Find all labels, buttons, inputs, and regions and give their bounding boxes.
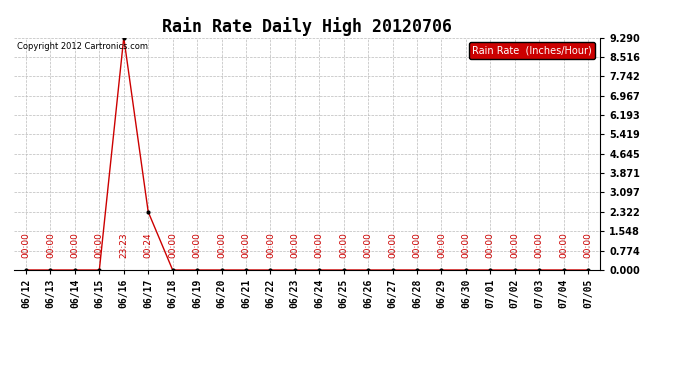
Text: 00:00: 00:00: [413, 232, 422, 258]
Text: 00:00: 00:00: [584, 232, 593, 258]
Legend: Rain Rate  (Inches/Hour): Rain Rate (Inches/Hour): [469, 42, 595, 59]
Text: 00:00: 00:00: [168, 232, 177, 258]
Text: 00:00: 00:00: [559, 232, 568, 258]
Text: 00:00: 00:00: [193, 232, 201, 258]
Text: 00:00: 00:00: [462, 232, 471, 258]
Text: 00:24: 00:24: [144, 233, 152, 258]
Text: 00:00: 00:00: [241, 232, 250, 258]
Text: 00:00: 00:00: [217, 232, 226, 258]
Text: 00:00: 00:00: [70, 232, 79, 258]
Text: 00:00: 00:00: [339, 232, 348, 258]
Text: 23:23: 23:23: [119, 233, 128, 258]
Text: 00:00: 00:00: [21, 232, 30, 258]
Text: 00:00: 00:00: [486, 232, 495, 258]
Text: 00:00: 00:00: [364, 232, 373, 258]
Text: 00:00: 00:00: [95, 232, 103, 258]
Text: 00:00: 00:00: [437, 232, 446, 258]
Text: 00:00: 00:00: [511, 232, 520, 258]
Text: 00:00: 00:00: [266, 232, 275, 258]
Text: 00:00: 00:00: [315, 232, 324, 258]
Text: 00:00: 00:00: [290, 232, 299, 258]
Text: 00:00: 00:00: [535, 232, 544, 258]
Title: Rain Rate Daily High 20120706: Rain Rate Daily High 20120706: [162, 17, 452, 36]
Text: 00:00: 00:00: [388, 232, 397, 258]
Text: Copyright 2012 Cartronics.com: Copyright 2012 Cartronics.com: [17, 42, 148, 51]
Text: 00:00: 00:00: [46, 232, 55, 258]
